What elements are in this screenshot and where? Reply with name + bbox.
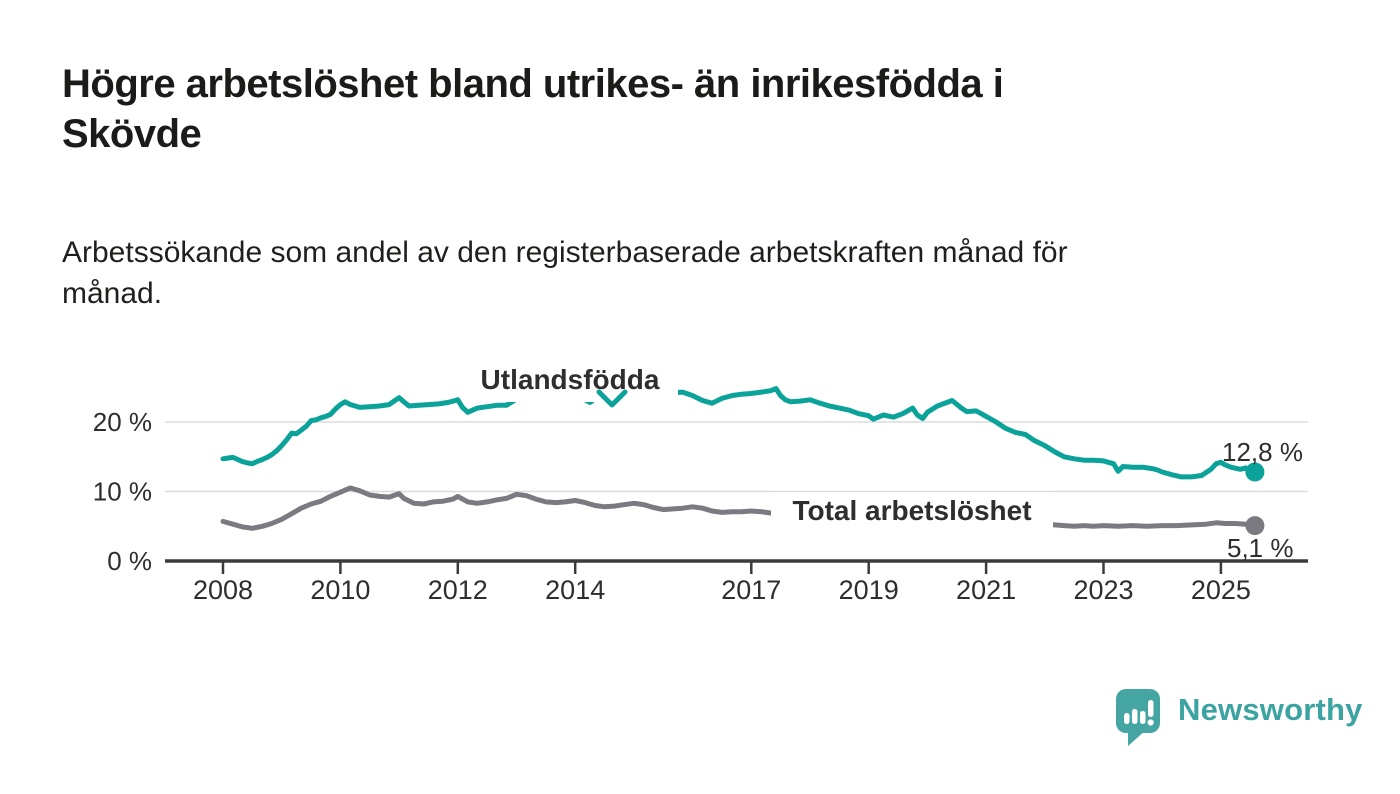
x-axis-tick-label: 2017 bbox=[721, 575, 781, 605]
y-axis-tick-label: 0 % bbox=[107, 546, 152, 576]
series-label-mask-total bbox=[771, 492, 1053, 528]
x-axis-tick-label: 2023 bbox=[1073, 575, 1133, 605]
bar-chart-speech-bubble-icon bbox=[1116, 689, 1160, 746]
y-axis-tick-label: 10 % bbox=[93, 477, 152, 507]
series-line-total bbox=[220, 485, 1258, 531]
x-axis-tick-label: 2019 bbox=[839, 575, 899, 605]
series-end-dot-total bbox=[1245, 516, 1265, 536]
page-subtitle-line-1: Arbetssökande som andel av den registerb… bbox=[62, 236, 1068, 269]
x-axis-tick-label: 2014 bbox=[545, 575, 605, 605]
newsworthy-logo-text: Newsworthy bbox=[1178, 692, 1363, 727]
x-axis-tick-label: 2012 bbox=[428, 575, 488, 605]
page-subtitle: Arbetssökande som andel av den registerb… bbox=[62, 232, 1252, 315]
x-axis-tick-label: 2025 bbox=[1191, 575, 1251, 605]
page-title-line-1: Högre arbetslöshet bland utrikes- än inr… bbox=[62, 62, 1004, 106]
x-axis-tick-label: 2008 bbox=[193, 575, 253, 605]
end-value-label-utlandsfodda: 12,8 % bbox=[1222, 437, 1303, 467]
x-axis-tick-label: 2021 bbox=[956, 575, 1016, 605]
x-axis-tick-label: 2010 bbox=[310, 575, 370, 605]
series-line-utlandsfodda bbox=[220, 386, 1258, 480]
page-title: Högre arbetslöshet bland utrikes- än inr… bbox=[62, 60, 1222, 159]
series-end-dot-utlandsfodda bbox=[1245, 462, 1265, 482]
y-axis-tick-label: 20 % bbox=[93, 407, 152, 437]
page-subtitle-line-2: månad. bbox=[62, 277, 163, 311]
page-title-line-2: Skövde bbox=[62, 111, 202, 156]
end-value-label-total: 5,1 % bbox=[1227, 533, 1294, 563]
series-label-utlandsfodda: Utlandsfödda bbox=[481, 364, 660, 395]
series-label-mask-utlandsfodda bbox=[462, 358, 678, 402]
newsworthy-logo: Newsworthy bbox=[1115, 688, 1363, 748]
series-label-total: Total arbetslöshet bbox=[792, 495, 1031, 526]
chevron-down-icon bbox=[596, 389, 628, 408]
